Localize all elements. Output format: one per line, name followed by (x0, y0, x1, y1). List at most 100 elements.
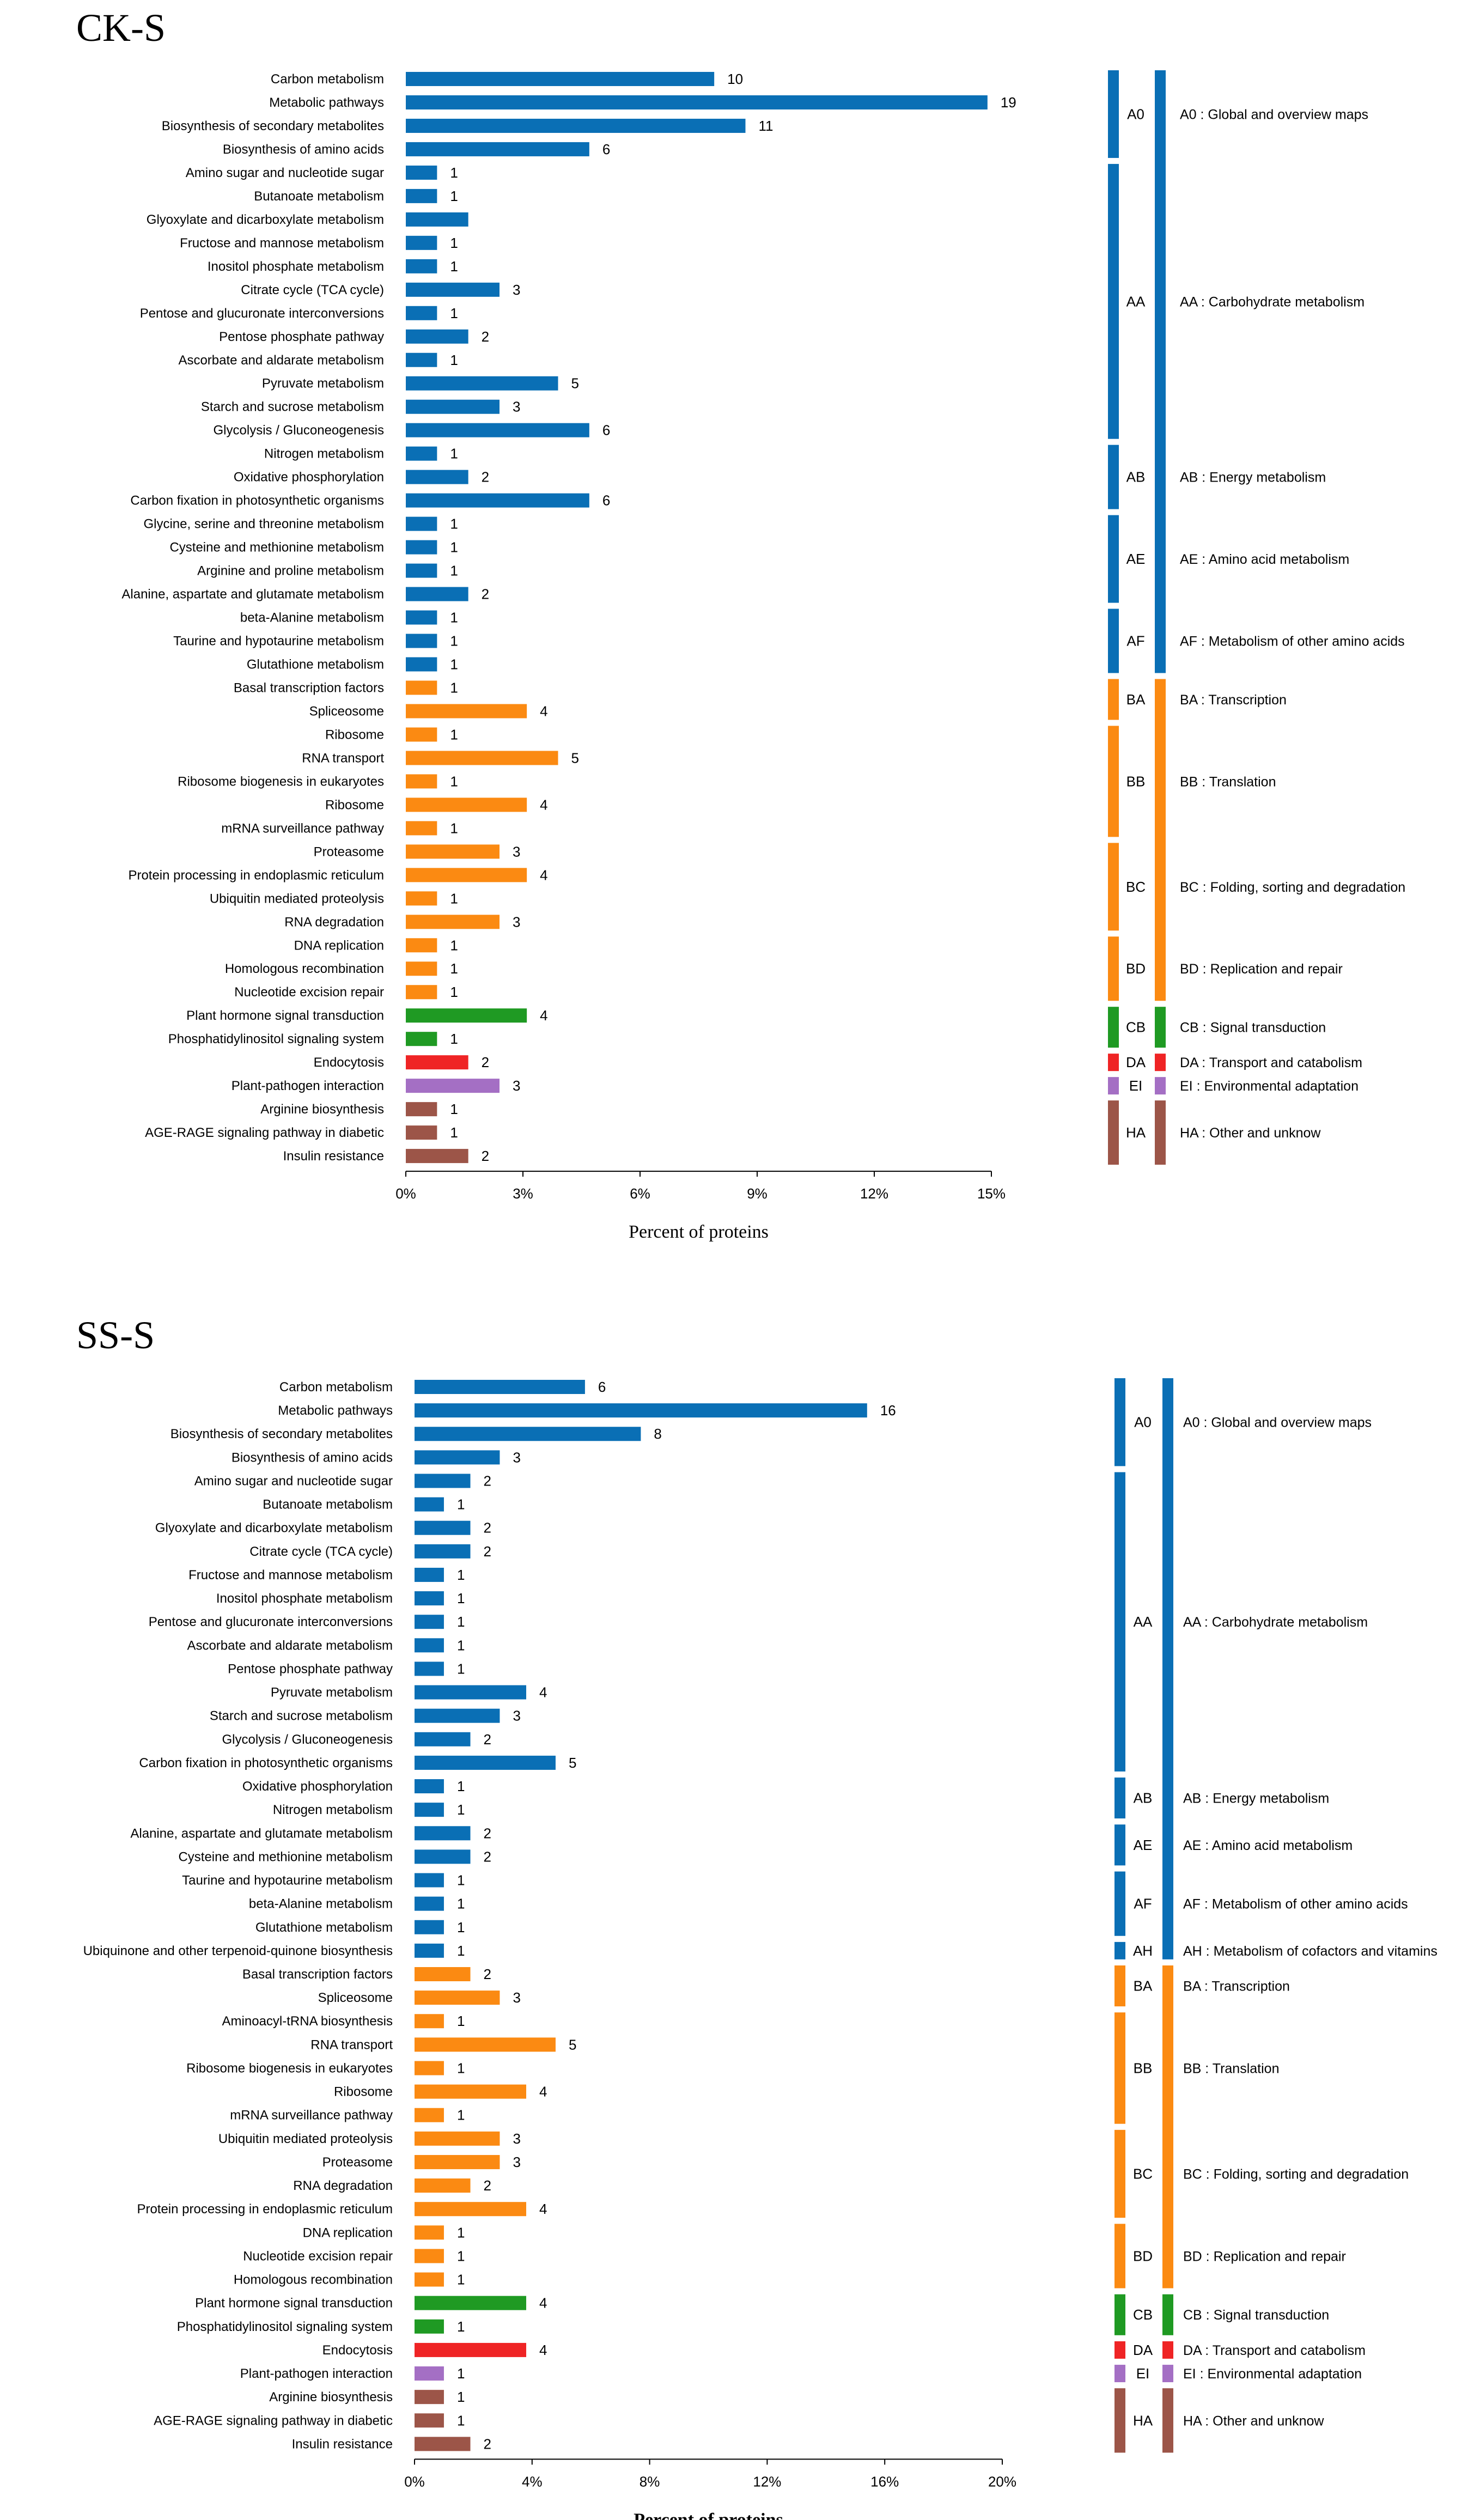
category-label: DNA replication (303, 2225, 393, 2240)
bar-count-label: 1 (450, 984, 458, 1000)
bar-count-label: 1 (457, 1496, 465, 1513)
category-label: Glycine, serine and threonine metabolism (143, 517, 384, 532)
group-description: AE : Amino acid metabolism (1183, 1838, 1353, 1853)
bar-count-label: 3 (513, 1449, 520, 1465)
group-bracket (1114, 1824, 1125, 1866)
bar (406, 516, 437, 531)
bar (415, 2249, 444, 2263)
group-bracket (1108, 726, 1119, 837)
group-description: AA : Carbohydrate metabolism (1183, 1615, 1368, 1630)
group-bracket (1114, 2365, 1125, 2383)
bar-count-label: 1 (450, 820, 458, 836)
bar-count-label: 1 (457, 2107, 465, 2123)
bar (415, 1991, 500, 2005)
category-label: Ubiquitin mediated proteolysis (210, 891, 384, 906)
bar (406, 1032, 437, 1046)
category-label: Pentose and glucuronate interconversions (149, 1615, 393, 1629)
bar-count-label: 4 (540, 703, 547, 719)
group-code-label: DA (1126, 1054, 1146, 1070)
bar (406, 376, 558, 391)
category-label: Taurine and hypotaurine metabolism (182, 1873, 393, 1888)
group-description: BB : Translation (1180, 774, 1276, 789)
bar (415, 1497, 444, 1512)
category-label: Metabolic pathways (269, 95, 384, 110)
bar (415, 2366, 444, 2381)
category-label: Inositol phosphate metabolism (216, 1591, 393, 1606)
bar-count-label: 2 (484, 2436, 491, 2452)
category-label: RNA transport (310, 2037, 393, 2052)
group-bracket (1108, 1054, 1119, 1072)
bar-count-label: 2 (484, 1543, 491, 1560)
group-bracket (1114, 1378, 1125, 1466)
category-label: Plant-pathogen interaction (240, 2366, 393, 2381)
bar (415, 1920, 444, 1934)
bar (415, 2084, 527, 2099)
bar (406, 961, 437, 976)
group-bracket (1114, 1965, 1125, 2007)
bar-count-label: 6 (602, 141, 610, 157)
bar (415, 2037, 556, 2052)
category-label: Carbon metabolism (279, 1380, 393, 1395)
group-code-label: BC (1126, 879, 1146, 895)
group-code-label: CB (1126, 1019, 1146, 1036)
bar-count-label: 1 (450, 305, 458, 321)
group-bracket (1114, 1941, 1125, 1959)
bar-count-label: 1 (457, 2272, 465, 2288)
bar (406, 891, 437, 906)
bar (415, 2131, 500, 2146)
group-code-label: BB (1126, 773, 1146, 789)
category-label: Pentose phosphate pathway (219, 330, 384, 344)
group-code-label: AA (1126, 293, 1146, 309)
bar-count-label: 1 (457, 2318, 465, 2335)
bar (415, 2342, 527, 2357)
category-label: Endocytosis (322, 2343, 393, 2358)
bar (415, 2437, 471, 2451)
bar-count-label: 1 (457, 1801, 465, 1818)
group-bracket (1108, 843, 1119, 931)
bar (415, 1779, 444, 1794)
bar-count-label: 1 (450, 1031, 458, 1047)
bar (406, 306, 437, 320)
category-label: Basal transcription factors (242, 1967, 393, 1982)
category-label: Homologous recombination (234, 2273, 393, 2287)
group-code-label: AE (1126, 551, 1146, 567)
group-code-label: AF (1134, 1896, 1152, 1912)
bar-count-label: 5 (569, 1755, 576, 1771)
group-description: AE : Amino acid metabolism (1180, 552, 1349, 567)
bar (406, 493, 589, 508)
bar (415, 2319, 444, 2334)
category-label: Oxidative phosphorylation (234, 470, 384, 485)
group-bracket (1108, 515, 1119, 603)
category-label: AGE-RAGE signaling pathway in diabetic (154, 2413, 393, 2428)
bar (406, 727, 437, 742)
category-label: Citrate cycle (TCA cycle) (249, 1544, 393, 1559)
group-code-label: AB (1134, 1790, 1153, 1806)
bar-count-label: 1 (450, 633, 458, 649)
bar (406, 634, 437, 648)
bar (406, 1102, 437, 1117)
category-label: Biosynthesis of amino acids (223, 142, 384, 157)
bar (415, 1967, 471, 1981)
bar-count-label: 1 (450, 516, 458, 532)
bar (415, 1520, 471, 1535)
group-code-label: AF (1126, 633, 1144, 649)
group-bracket (1108, 163, 1119, 439)
bar (415, 1450, 500, 1465)
group-description: BC : Folding, sorting and degradation (1183, 2167, 1409, 2182)
bar-count-label: 4 (539, 1684, 547, 1701)
bar-count-label: 1 (457, 1778, 465, 1794)
category-label: Homologous recombination (225, 961, 384, 976)
category-label: Glycolysis / Gluconeogenesis (214, 423, 384, 438)
bar (415, 1661, 444, 1676)
bar (406, 282, 500, 297)
bar-count-label: 1 (450, 960, 458, 977)
bar-count-label: 1 (450, 258, 458, 275)
group-code-label: A0 (1134, 1414, 1152, 1431)
group-code-label: CB (1133, 2306, 1153, 2323)
bar (415, 2225, 444, 2240)
bar-count-label: 1 (457, 2412, 465, 2428)
category-bracket (1162, 2294, 1173, 2335)
bar (415, 1708, 500, 1723)
group-description: AB : Energy metabolism (1180, 470, 1326, 485)
bar (406, 1055, 468, 1070)
